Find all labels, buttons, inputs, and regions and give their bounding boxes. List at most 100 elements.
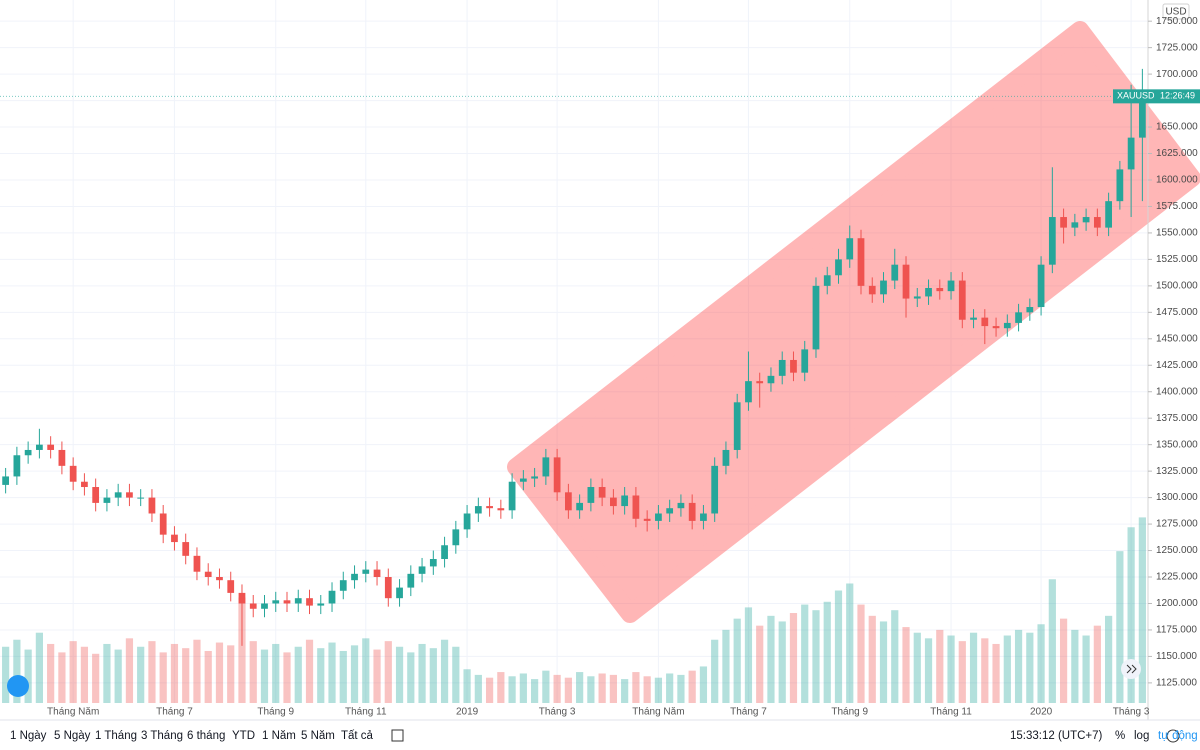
volume-bar xyxy=(418,643,426,703)
volume-bar xyxy=(452,646,460,703)
candle-body xyxy=(474,506,482,514)
candle-body xyxy=(126,492,133,498)
volume-bar xyxy=(947,635,955,703)
candle-body xyxy=(542,457,550,477)
volume-bar xyxy=(598,673,606,703)
price-tag-countdown: 12:26:49 xyxy=(1160,91,1195,101)
channel xyxy=(507,21,1200,623)
range-button[interactable]: 6 tháng xyxy=(187,730,225,742)
volume-bar xyxy=(1082,635,1090,703)
candle-body xyxy=(193,555,201,572)
y-tick-label: 1175.000 xyxy=(1156,625,1197,636)
volume-bar xyxy=(654,677,663,703)
range-button[interactable]: 5 Năm xyxy=(301,730,335,742)
candle-body xyxy=(677,502,685,509)
x-tick-label: 2019 xyxy=(456,707,479,718)
range-button[interactable]: 1 Ngày xyxy=(10,730,47,742)
volume-bar xyxy=(215,642,224,703)
candle-body xyxy=(598,487,606,498)
volume-bar xyxy=(688,670,696,703)
candle-body xyxy=(351,573,358,581)
range-button[interactable]: 1 Năm xyxy=(262,730,296,742)
y-tick-label: 1300.000 xyxy=(1156,492,1198,503)
volume-bar xyxy=(440,639,449,703)
candle-body xyxy=(531,476,538,479)
candle-body xyxy=(1015,312,1022,323)
candle-body xyxy=(733,402,741,450)
volume-bar xyxy=(699,666,708,703)
volume-bar xyxy=(733,618,741,703)
candle-body xyxy=(823,275,831,286)
candle-body xyxy=(880,280,887,295)
candle-body xyxy=(148,497,156,514)
x-tick-label: Tháng 11 xyxy=(930,707,972,718)
volume-bar xyxy=(47,643,55,703)
candle-body xyxy=(463,513,471,530)
percent-toggle[interactable]: % xyxy=(1115,730,1125,742)
volume-bar xyxy=(463,669,471,703)
y-tick-label: 1625.000 xyxy=(1156,148,1198,159)
volume-bar xyxy=(137,646,145,703)
candle-body xyxy=(722,449,730,466)
candle-body xyxy=(137,497,145,499)
x-tick-label: Tháng 9 xyxy=(257,707,294,718)
volume-bar xyxy=(238,597,246,703)
candle-body xyxy=(970,317,977,320)
candle-body xyxy=(92,487,100,503)
volume-bar xyxy=(193,639,201,703)
range-button[interactable]: Tất cả xyxy=(341,730,374,742)
candle-body xyxy=(2,476,10,485)
volume-bar xyxy=(35,632,43,703)
candle-body xyxy=(362,569,370,574)
volume-bar xyxy=(204,650,212,703)
x-tick-label: Tháng Năm xyxy=(632,707,684,718)
price-tag-symbol: XAUUSD xyxy=(1117,91,1155,101)
volume-bar xyxy=(531,679,539,703)
volume-bar xyxy=(407,652,415,703)
volume-bar xyxy=(114,649,122,703)
candle-body xyxy=(846,238,854,260)
candle-body xyxy=(497,508,505,511)
candle-body xyxy=(925,287,932,297)
settings-icon[interactable] xyxy=(1166,729,1180,743)
auto-toggle[interactable]: tự động xyxy=(1158,730,1198,742)
x-tick-label: Tháng 3 xyxy=(539,707,576,718)
candle-body xyxy=(261,603,268,609)
x-tick-label: Tháng 11 xyxy=(345,707,387,718)
range-button[interactable]: YTD xyxy=(232,730,255,742)
candle-body xyxy=(902,264,910,299)
volume-bar xyxy=(328,642,336,703)
volume-bar xyxy=(474,674,482,703)
y-tick-label: 1350.000 xyxy=(1156,439,1198,450)
volume-bar xyxy=(576,672,584,703)
candle-body xyxy=(868,285,876,295)
volume-bar xyxy=(992,643,1000,703)
volume-bar xyxy=(373,649,381,703)
x-tick-label: Tháng 7 xyxy=(730,707,767,718)
y-tick-label: 1325.000 xyxy=(1156,466,1198,477)
candle-body xyxy=(103,497,111,503)
candle-body xyxy=(564,492,572,511)
marks xyxy=(0,68,1148,703)
candle-body xyxy=(1003,322,1011,329)
range-button[interactable]: 1 Tháng xyxy=(95,730,137,742)
date-range-icon[interactable] xyxy=(391,729,404,742)
candle-body xyxy=(666,508,674,514)
range-button[interactable]: 5 Ngày xyxy=(54,730,91,742)
channel-drawing xyxy=(507,21,1200,623)
price-tag xyxy=(1113,89,1200,104)
volume-bar xyxy=(891,610,899,703)
volume-bar xyxy=(92,653,100,703)
volume-bar xyxy=(868,615,876,703)
volume-bar xyxy=(272,643,280,703)
candle-body xyxy=(328,590,336,604)
volume-bar xyxy=(294,646,302,703)
range-button[interactable]: 3 Tháng xyxy=(141,730,183,742)
candle-body xyxy=(778,359,786,376)
volume-bar xyxy=(902,627,910,703)
volume-bar xyxy=(936,629,944,703)
candle-body xyxy=(812,285,820,350)
log-toggle[interactable]: log xyxy=(1134,730,1149,742)
candle-body xyxy=(610,497,617,507)
candle-body xyxy=(159,513,167,535)
